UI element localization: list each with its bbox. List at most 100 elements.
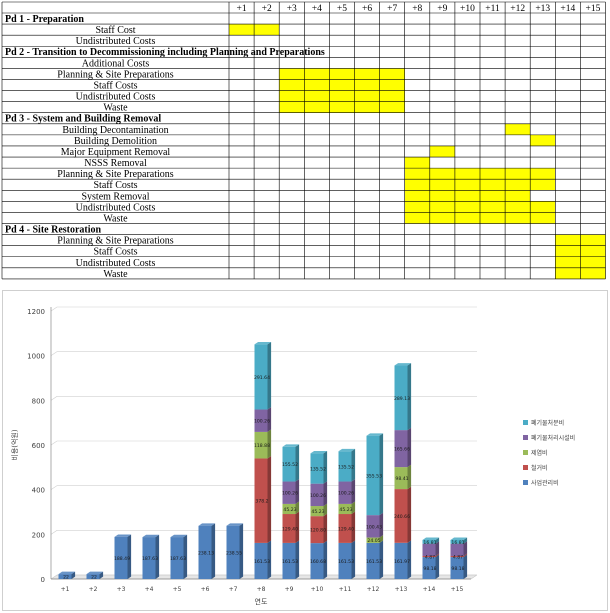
x-tick-label: +9 xyxy=(285,586,294,593)
data-label: 118.88 xyxy=(254,443,270,449)
legend-label: 철거비 xyxy=(531,464,548,472)
schedule-highlight-cell xyxy=(254,24,280,36)
schedule-row-label: Building Decontamination xyxy=(62,125,168,136)
data-label: 188.49 xyxy=(114,556,130,562)
bar-segment xyxy=(226,525,240,579)
bar-segment-side xyxy=(351,479,356,504)
bar-segment xyxy=(422,557,436,579)
bar-segment-side xyxy=(267,540,272,579)
bar-segment-side xyxy=(267,429,272,459)
bar-segment-side xyxy=(407,486,412,543)
schedule-highlight-cell xyxy=(454,201,480,213)
schedule-row-label: Planning & Site Preparations xyxy=(57,236,173,247)
y-axis-title: 비용(억원) xyxy=(10,429,19,460)
bar-top-face xyxy=(450,537,468,540)
data-label: 22 xyxy=(63,575,69,581)
data-label: 16.81 xyxy=(423,540,436,546)
schedule-highlight-cell xyxy=(404,179,430,191)
cost-chart-panel: 0 200 400 600 800 1000 1200 비용(억원) 22 +1 22 +2 188.4… xyxy=(2,290,608,611)
y-tick-label: 1000 xyxy=(27,353,45,361)
data-label: 22 xyxy=(91,575,97,581)
bar-segment xyxy=(366,435,380,516)
bar-segment-side xyxy=(267,407,272,432)
schedule-highlight-cell xyxy=(404,201,430,213)
bar-segment-side xyxy=(435,537,440,544)
data-label: 238.55 xyxy=(226,550,242,556)
bar-segment-side xyxy=(407,363,412,431)
y-tick-label: 0 xyxy=(41,576,45,584)
bar-segment-side xyxy=(183,534,188,579)
data-label: 238.13 xyxy=(198,550,214,556)
schedule-year-header: +12 xyxy=(510,4,525,14)
data-label: 45.23 xyxy=(311,509,324,515)
schedule-highlight-cell xyxy=(429,179,455,191)
schedule-highlight-cell xyxy=(379,68,405,80)
x-tick-label: +13 xyxy=(395,586,408,593)
bar-segment xyxy=(310,543,324,579)
data-label: 24.05 xyxy=(367,538,380,544)
y-gridline xyxy=(50,440,477,446)
bar-top-face xyxy=(254,341,272,345)
y-tick-label: 200 xyxy=(32,531,45,539)
schedule-highlight-cell xyxy=(480,179,506,191)
schedule-highlight-cell xyxy=(454,212,480,224)
x-tick-label: +11 xyxy=(339,586,352,593)
y-gridline xyxy=(50,485,477,490)
schedule-row-label: Planning & Site Preparations xyxy=(57,69,173,80)
data-label: 16.81 xyxy=(451,540,464,546)
schedule-highlight-cell xyxy=(505,168,531,180)
schedule-year-header: +13 xyxy=(535,4,550,14)
schedule-row-label: System Removal xyxy=(81,191,149,202)
data-label: 378.2 xyxy=(255,499,268,505)
data-label: 135.52 xyxy=(310,467,326,473)
schedule-highlight-cell xyxy=(304,90,330,102)
schedule-highlight-cell xyxy=(429,168,455,180)
schedule-grid xyxy=(1,1,606,280)
bar-top-face xyxy=(58,571,76,575)
schedule-row-label: Undistributed Costs xyxy=(76,92,156,103)
schedule-year-header: +9 xyxy=(437,4,447,14)
bar-top-face xyxy=(282,444,300,447)
data-label: 98.18 xyxy=(451,566,464,572)
bar-segment-side xyxy=(379,512,384,538)
data-label: 355.53 xyxy=(366,473,382,479)
schedule-row-label: Undistributed Costs xyxy=(76,36,156,47)
bar-segment xyxy=(450,543,464,556)
schedule-highlight-cell xyxy=(279,90,305,102)
schedule-highlight-cell xyxy=(429,190,455,202)
y-gridline xyxy=(50,574,477,580)
schedule-highlight-cell xyxy=(279,68,305,80)
legend-swatch xyxy=(523,420,528,425)
bar-segment xyxy=(310,483,324,507)
bar-segment xyxy=(254,409,268,432)
bar-segment-side xyxy=(351,501,356,515)
schedule-highlight-cell xyxy=(505,190,531,202)
schedule-row-label: Building Demolition xyxy=(74,136,157,147)
schedule-gantt-table: +1 +2 +3 +4 +5 +6 +7 +8 +9 +10 +11 +12 +13 +14 +15 Pd 1… xyxy=(1,1,606,280)
bar-top-face xyxy=(310,450,328,454)
bar-segment-side xyxy=(267,341,272,410)
data-label: 161.53 xyxy=(254,559,270,565)
legend-label: 제염비 xyxy=(531,449,548,457)
bar-top-face xyxy=(226,523,244,526)
bar-segment-side xyxy=(71,571,76,579)
bar-segment xyxy=(338,542,352,579)
bar-segment xyxy=(254,344,268,410)
bar-segment xyxy=(450,555,464,558)
y-gridline xyxy=(50,396,477,401)
x-tick-label: +7 xyxy=(229,586,238,593)
bar-segment-side xyxy=(435,541,440,556)
bar-segment xyxy=(450,539,464,544)
schedule-row-label: Staff Costs xyxy=(94,180,138,191)
schedule-highlight-cell xyxy=(329,101,355,113)
schedule-highlight-cell xyxy=(505,123,531,135)
schedule-highlight-cell xyxy=(580,267,606,279)
bar-segment xyxy=(58,574,72,579)
stacked-bar-chart: 0 200 400 600 800 1000 1200 비용(억원) 22 +1 22 +2 188.4… xyxy=(10,306,575,606)
legend-swatch xyxy=(523,435,528,440)
bar-segment-side xyxy=(407,464,412,490)
x-tick-label: +12 xyxy=(367,586,380,593)
schedule-year-header: +11 xyxy=(485,4,500,14)
data-label: 161.53 xyxy=(338,559,354,565)
